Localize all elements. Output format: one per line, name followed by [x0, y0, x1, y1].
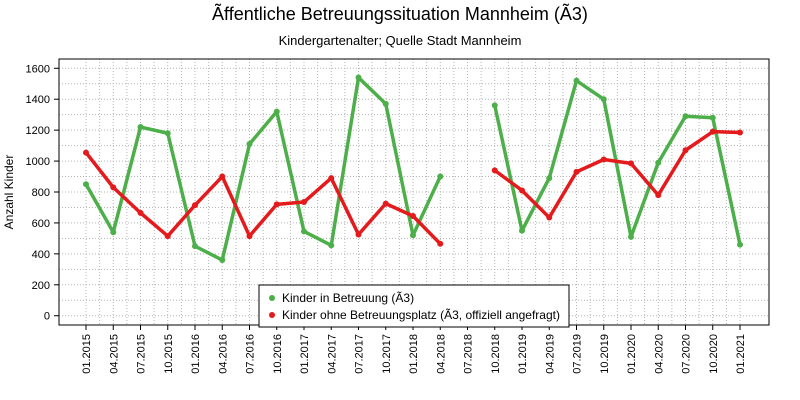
data-point-ohne-betreuungsplatz: [273, 201, 280, 208]
data-point-ohne-betreuungsplatz: [491, 167, 498, 174]
x-tick-label: 01.2020: [626, 334, 638, 374]
x-tick-label: 07.2018: [463, 334, 475, 374]
data-point-in-betreuung: [83, 181, 89, 188]
data-point-in-betreuung: [219, 257, 226, 264]
data-point-ohne-betreuungsplatz: [410, 212, 416, 219]
data-point-in-betreuung: [682, 113, 689, 120]
data-point-in-betreuung: [192, 243, 198, 250]
data-point-in-betreuung: [737, 241, 743, 248]
data-point-ohne-betreuungsplatz: [164, 233, 171, 240]
legend-label-in-betreuung: Kinder in Betreuung (Ã3): [282, 291, 414, 305]
data-point-ohne-betreuungsplatz: [628, 160, 634, 167]
data-point-in-betreuung: [655, 159, 662, 166]
legend-marker-in-betreuung: [269, 295, 275, 301]
data-point-in-betreuung: [246, 141, 253, 148]
data-point-ohne-betreuungsplatz: [219, 173, 226, 180]
data-point-in-betreuung: [301, 228, 307, 235]
x-tick-label: 10.2017: [381, 334, 393, 374]
data-point-ohne-betreuungsplatz: [301, 199, 307, 206]
x-tick-label: 04.2015: [108, 334, 120, 374]
x-tick-label: 10.2020: [708, 334, 720, 374]
y-tick-label: 1400: [26, 94, 50, 106]
x-tick-label: 04.2020: [653, 334, 665, 374]
data-point-ohne-betreuungsplatz: [137, 209, 144, 216]
legend-marker-ohne-betreuungsplatz: [269, 312, 275, 318]
data-point-in-betreuung: [164, 130, 171, 137]
data-point-ohne-betreuungsplatz: [382, 200, 389, 207]
data-point-ohne-betreuungsplatz: [192, 202, 198, 209]
x-tick-label: 07.2020: [681, 334, 693, 374]
data-point-ohne-betreuungsplatz: [437, 240, 444, 247]
x-tick-label: 10.2019: [599, 334, 611, 374]
x-tick-label: 04.2019: [544, 334, 556, 374]
grid-layer: [59, 59, 769, 325]
x-tick-label: 10.2018: [490, 334, 502, 374]
data-point-ohne-betreuungsplatz: [709, 128, 716, 135]
data-point-in-betreuung: [382, 100, 389, 107]
data-point-ohne-betreuungsplatz: [573, 168, 580, 175]
y-axis-label: Anzahl Kinder: [2, 155, 16, 230]
data-point-ohne-betreuungsplatz: [600, 156, 607, 163]
y-tick-label: 1000: [26, 156, 50, 168]
x-tick-label: 07.2019: [572, 334, 584, 374]
x-tick-label: 01.2015: [81, 334, 93, 374]
data-point-in-betreuung: [137, 124, 144, 131]
data-point-in-betreuung: [273, 108, 280, 115]
series-layer: [83, 74, 743, 264]
legend-label-ohne-betreuungsplatz: Kinder ohne Betreuungsplatz (Ã3, offizie…: [282, 308, 560, 322]
x-tick-label: 07.2017: [354, 334, 366, 374]
data-point-in-betreuung: [600, 96, 607, 103]
data-point-in-betreuung: [328, 242, 335, 249]
data-point-in-betreuung: [110, 229, 117, 236]
y-tick-label: 1600: [26, 63, 50, 75]
y-tick-label: 800: [32, 187, 50, 199]
x-tick-label: 07.2015: [136, 334, 148, 374]
y-tick-label: 200: [32, 280, 50, 292]
data-point-ohne-betreuungsplatz: [737, 129, 743, 136]
data-point-ohne-betreuungsplatz: [246, 233, 253, 240]
x-tick-label: 01.2016: [190, 334, 202, 374]
x-tick-label: 04.2016: [217, 334, 229, 374]
data-point-in-betreuung: [355, 74, 362, 81]
legend: Kinder in Betreuung (Ã3) Kinder ohne Bet…: [258, 284, 570, 328]
data-point-in-betreuung: [491, 102, 498, 109]
x-tick-label: 07.2016: [245, 334, 257, 374]
data-point-ohne-betreuungsplatz: [110, 184, 117, 191]
y-tick-label: 600: [32, 218, 50, 230]
data-point-in-betreuung: [709, 114, 716, 121]
data-point-in-betreuung: [519, 227, 525, 234]
series-line-in-betreuung: [84, 75, 442, 262]
x-tick-label: 04.2018: [435, 334, 447, 374]
axis-layer: 0 200 400 600 800 1000 1200 1400 1600 01.2015 04.2…: [26, 63, 747, 373]
data-point-ohne-betreuungsplatz: [655, 192, 662, 199]
data-point-in-betreuung: [573, 77, 580, 84]
x-tick-label: 10.2015: [163, 334, 175, 374]
x-tick-label: 10.2016: [272, 334, 284, 374]
x-tick-label: 04.2017: [326, 334, 338, 374]
data-point-ohne-betreuungsplatz: [83, 149, 89, 156]
data-point-ohne-betreuungsplatz: [328, 175, 335, 182]
data-point-ohne-betreuungsplatz: [355, 231, 362, 238]
data-point-in-betreuung: [628, 233, 634, 240]
series-line-ohne-betreuungsplatz: [84, 150, 442, 246]
data-point-ohne-betreuungsplatz: [546, 214, 553, 221]
chart-title: Ãffentliche Betreuungssituation Mannheim…: [212, 4, 588, 24]
x-tick-label: 01.2018: [408, 334, 420, 374]
x-tick-label: 01.2019: [517, 334, 529, 374]
data-point-in-betreuung: [546, 175, 553, 182]
legend-box: [258, 284, 570, 328]
data-point-in-betreuung: [437, 173, 444, 180]
data-point-ohne-betreuungsplatz: [519, 187, 525, 194]
y-tick-label: 0: [44, 311, 50, 323]
data-point-ohne-betreuungsplatz: [682, 147, 689, 154]
x-tick-label: 01.2017: [299, 334, 311, 374]
data-point-in-betreuung: [410, 232, 416, 239]
x-tick-label: 01.2021: [735, 334, 747, 374]
y-tick-label: 1200: [26, 125, 50, 137]
series-line-ohne-betreuungsplatz: [493, 129, 742, 220]
y-tick-label: 400: [32, 249, 50, 261]
chart-subtitle: Kindergartenalter; Quelle Stadt Mannheim: [278, 33, 522, 48]
